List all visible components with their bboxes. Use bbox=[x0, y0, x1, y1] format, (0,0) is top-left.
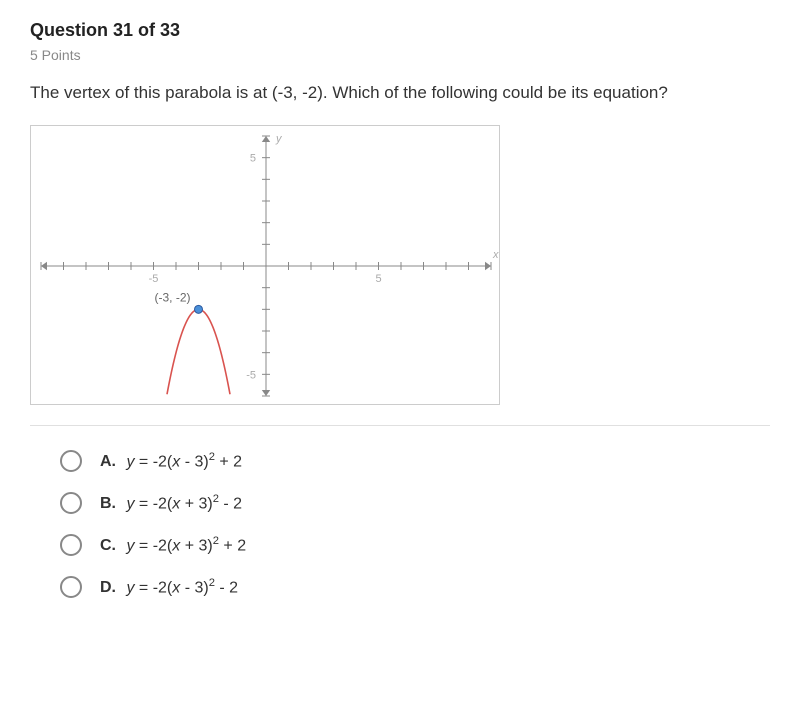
option-label: C. y = -2(x + 3)2 + 2 bbox=[100, 535, 246, 555]
divider bbox=[30, 425, 770, 426]
option-letter: C. bbox=[100, 537, 116, 554]
option-d[interactable]: D. y = -2(x - 3)2 - 2 bbox=[60, 576, 770, 598]
radio-icon[interactable] bbox=[60, 576, 82, 598]
option-label: A. y = -2(x - 3)2 + 2 bbox=[100, 451, 242, 471]
option-label: B. y = -2(x + 3)2 - 2 bbox=[100, 493, 242, 513]
svg-text:(-3, -2): (-3, -2) bbox=[155, 290, 191, 304]
parabola-chart: -5 5 -5 5 x y (-3, -2) bbox=[30, 125, 500, 405]
question-number: Question 31 of 33 bbox=[30, 20, 770, 41]
option-b[interactable]: B. y = -2(x + 3)2 - 2 bbox=[60, 492, 770, 514]
svg-text:y: y bbox=[275, 133, 283, 145]
eq-part: = -2( bbox=[134, 453, 172, 470]
question-points: 5 Points bbox=[30, 47, 770, 63]
option-c[interactable]: C. y = -2(x + 3)2 + 2 bbox=[60, 534, 770, 556]
svg-text:-5: -5 bbox=[149, 273, 159, 285]
svg-text:x: x bbox=[492, 249, 499, 261]
eq-tail: + 2 bbox=[219, 537, 246, 554]
eq-part: = -2( bbox=[134, 579, 172, 596]
eq-part: = -2( bbox=[134, 495, 172, 512]
eq-mid: - 3) bbox=[180, 453, 208, 470]
question-text: The vertex of this parabola is at (-3, -… bbox=[30, 81, 770, 105]
eq-tail: - 2 bbox=[219, 495, 242, 512]
eq-tail: + 2 bbox=[215, 453, 242, 470]
option-letter: A. bbox=[100, 453, 116, 470]
svg-text:-5: -5 bbox=[246, 369, 256, 381]
radio-icon[interactable] bbox=[60, 450, 82, 472]
answer-options: A. y = -2(x - 3)2 + 2 B. y = -2(x + 3)2 … bbox=[30, 450, 770, 598]
eq-mid: - 3) bbox=[180, 579, 208, 596]
radio-icon[interactable] bbox=[60, 492, 82, 514]
eq-tail: - 2 bbox=[215, 579, 238, 596]
svg-text:5: 5 bbox=[250, 152, 256, 164]
eq-mid: + 3) bbox=[180, 495, 212, 512]
eq-part: = -2( bbox=[134, 537, 172, 554]
option-letter: B. bbox=[100, 495, 116, 512]
chart-svg: -5 5 -5 5 x y (-3, -2) bbox=[31, 126, 501, 406]
radio-icon[interactable] bbox=[60, 534, 82, 556]
eq-mid: + 3) bbox=[180, 537, 212, 554]
option-letter: D. bbox=[100, 579, 116, 596]
option-label: D. y = -2(x - 3)2 - 2 bbox=[100, 577, 238, 597]
svg-text:5: 5 bbox=[375, 273, 381, 285]
option-a[interactable]: A. y = -2(x - 3)2 + 2 bbox=[60, 450, 770, 472]
